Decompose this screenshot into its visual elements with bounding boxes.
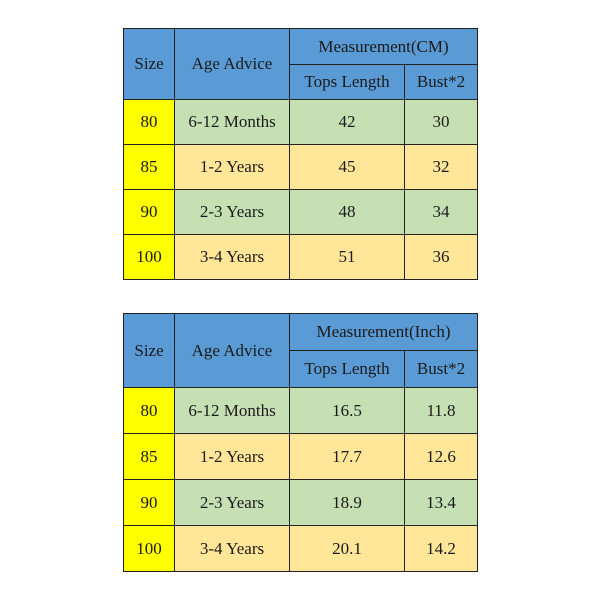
bust-cell: 34: [404, 189, 478, 235]
size-cell: 90: [123, 479, 175, 526]
size-cell: 80: [123, 99, 175, 145]
header-age-advice: Age Advice: [174, 313, 290, 388]
age-cell: 1-2 Years: [174, 433, 290, 480]
size-chart-inch: Size Age Advice Measurement(Inch) Tops L…: [123, 313, 478, 572]
tops-length-cell: 16.5: [289, 387, 405, 434]
header-bust: Bust*2: [404, 64, 478, 100]
table-row: 85 1-2 Years 45 32: [123, 144, 478, 190]
size-cell: 80: [123, 387, 175, 434]
bust-cell: 32: [404, 144, 478, 190]
table-row: 90 2-3 Years 18.9 13.4: [123, 479, 478, 526]
bust-cell: 13.4: [404, 479, 478, 526]
header-age-advice: Age Advice: [174, 28, 290, 100]
age-cell: 6-12 Months: [174, 387, 290, 434]
bust-cell: 12.6: [404, 433, 478, 480]
tops-length-cell: 45: [289, 144, 405, 190]
table-row: 85 1-2 Years 17.7 12.6: [123, 433, 478, 480]
age-cell: 3-4 Years: [174, 234, 290, 280]
header-bust: Bust*2: [404, 350, 478, 388]
table-row: 90 2-3 Years 48 34: [123, 189, 478, 235]
header-tops-length: Tops Length: [289, 350, 405, 388]
size-cell: 85: [123, 433, 175, 480]
age-cell: 6-12 Months: [174, 99, 290, 145]
header-measurement: Measurement(Inch): [289, 313, 478, 351]
tops-length-cell: 17.7: [289, 433, 405, 480]
size-cell: 100: [123, 234, 175, 280]
header-size: Size: [123, 313, 175, 388]
table-row: 80 6-12 Months 16.5 11.8: [123, 387, 478, 434]
tops-length-cell: 51: [289, 234, 405, 280]
age-cell: 3-4 Years: [174, 525, 290, 572]
header-size: Size: [123, 28, 175, 100]
size-cell: 90: [123, 189, 175, 235]
tops-length-cell: 18.9: [289, 479, 405, 526]
bust-cell: 36: [404, 234, 478, 280]
age-cell: 2-3 Years: [174, 189, 290, 235]
table-row: 100 3-4 Years 51 36: [123, 234, 478, 280]
table-row: 80 6-12 Months 42 30: [123, 99, 478, 145]
size-cell: 85: [123, 144, 175, 190]
header-tops-length: Tops Length: [289, 64, 405, 100]
bust-cell: 14.2: [404, 525, 478, 572]
tops-length-cell: 20.1: [289, 525, 405, 572]
bust-cell: 11.8: [404, 387, 478, 434]
header-measurement: Measurement(CM): [289, 28, 478, 65]
age-cell: 2-3 Years: [174, 479, 290, 526]
age-cell: 1-2 Years: [174, 144, 290, 190]
size-chart-cm: Size Age Advice Measurement(CM) Tops Len…: [123, 28, 478, 280]
bust-cell: 30: [404, 99, 478, 145]
tops-length-cell: 48: [289, 189, 405, 235]
table-row: 100 3-4 Years 20.1 14.2: [123, 525, 478, 572]
tops-length-cell: 42: [289, 99, 405, 145]
size-cell: 100: [123, 525, 175, 572]
